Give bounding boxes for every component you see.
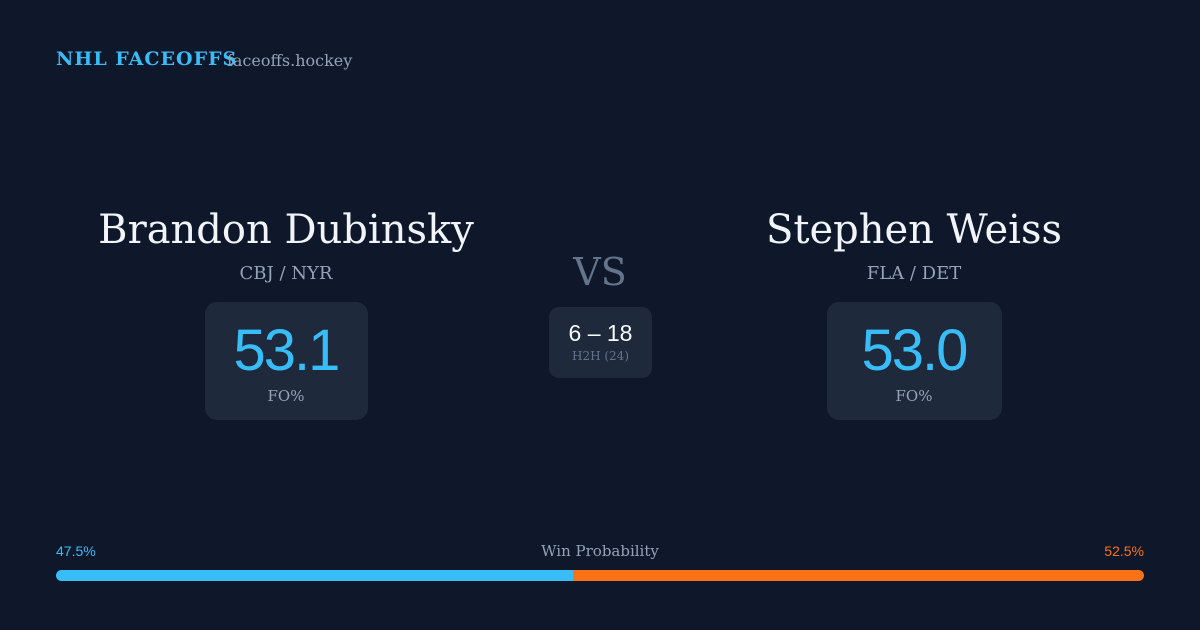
faceoff-pct: 53.0 <box>861 318 969 383</box>
player-card: Stephen Weiss FLA / DET 53.0 FO% <box>674 200 1154 420</box>
faceoff-label: FO% <box>895 387 933 405</box>
player-teams: CBJ / NYR <box>239 263 333 284</box>
player-card: Brandon Dubinsky CBJ / NYR 53.1 FO% <box>46 200 526 420</box>
win-prob-left: 47.5% <box>56 543 96 559</box>
win-prob-segment <box>572 570 1144 581</box>
player-name: Brandon Dubinsky <box>98 207 474 253</box>
win-prob-title: Win Probability <box>541 542 659 560</box>
site-url: faceoffs.hockey <box>227 51 353 70</box>
win-prob-segment <box>56 570 573 581</box>
player-teams: FLA / DET <box>866 263 962 284</box>
brand: NHL FACEOFFS <box>56 48 238 70</box>
stat-box: 53.1 FO% <box>204 302 368 420</box>
h2h-label: H2H (24) <box>571 349 629 363</box>
faceoff-pct: 53.1 <box>233 318 341 383</box>
head-to-head: 6 – 18 H2H (24) <box>549 307 652 378</box>
versus: VS <box>573 250 627 294</box>
win-prob-right: 52.5% <box>1104 543 1144 559</box>
faceoff-label: FO% <box>267 387 305 405</box>
win-prob-bar <box>56 570 1144 581</box>
player-name: Stephen Weiss <box>765 207 1063 253</box>
h2h-score: 6 – 18 <box>568 320 633 346</box>
stat-box: 53.0 FO% <box>826 302 1002 420</box>
